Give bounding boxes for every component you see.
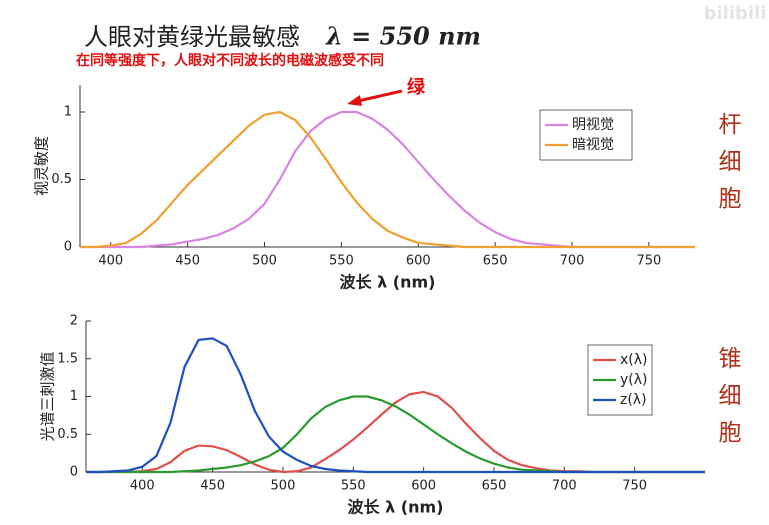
side-label: 杆细胞 <box>714 112 740 223</box>
title-formula: λ = 550 nm <box>325 22 481 51</box>
x-axis-label: 波长 λ (nm) <box>340 273 436 292</box>
annotation: 绿 <box>407 76 426 98</box>
x-tick-label: 450 <box>175 254 200 269</box>
legend-box <box>539 109 633 161</box>
watermark: bilibili <box>704 3 767 24</box>
y-axis-label: 光谱三刺激值 <box>39 351 57 441</box>
x-tick-label: 500 <box>252 254 277 269</box>
subtitle: 在同等强度下，人眼对不同波长的电磁波感受不同 <box>76 52 384 69</box>
x-axis-label: 波长 λ (nm) <box>348 498 444 517</box>
annotation-arrowhead <box>347 95 362 106</box>
y-tick-label: 0.5 <box>57 427 78 442</box>
x-tick-label: 700 <box>552 479 577 494</box>
y-tick-label: 2 <box>70 314 78 329</box>
y-tick-label: 1.5 <box>57 351 78 366</box>
x-tick-label: 400 <box>130 479 155 494</box>
x-tick-label: 700 <box>560 254 585 269</box>
side-label: 锥细胞 <box>714 346 740 457</box>
y-tick-label: 0 <box>64 240 72 255</box>
x-tick-label: 450 <box>200 479 225 494</box>
annotation-arrow <box>357 89 403 103</box>
series-line <box>80 110 695 249</box>
legend-label: x(λ) <box>620 352 648 368</box>
legend-label: 暗视觉 <box>572 137 614 153</box>
y-axis-label: 视灵敏度 <box>33 136 51 196</box>
y-tick-label: 0.5 <box>51 172 72 187</box>
x-tick-label: 550 <box>341 479 366 494</box>
x-tick-label: 600 <box>406 254 431 269</box>
x-tick-label: 750 <box>622 479 647 494</box>
y-tick-label: 1 <box>64 105 72 120</box>
y-tick-label: 1 <box>70 389 78 404</box>
series-line <box>86 337 705 474</box>
legend-label: z(λ) <box>620 392 647 408</box>
legend-label: 明视觉 <box>572 117 614 133</box>
title: 人眼对黄绿光最敏感 <box>84 23 300 51</box>
legend-label: y(λ) <box>620 372 648 388</box>
x-tick-label: 600 <box>411 479 436 494</box>
x-tick-label: 650 <box>482 479 507 494</box>
x-tick-label: 650 <box>483 254 508 269</box>
x-tick-label: 750 <box>636 254 661 269</box>
x-tick-label: 400 <box>98 254 123 269</box>
x-tick-label: 500 <box>271 479 296 494</box>
y-tick-label: 0 <box>70 465 78 480</box>
x-tick-label: 550 <box>329 254 354 269</box>
